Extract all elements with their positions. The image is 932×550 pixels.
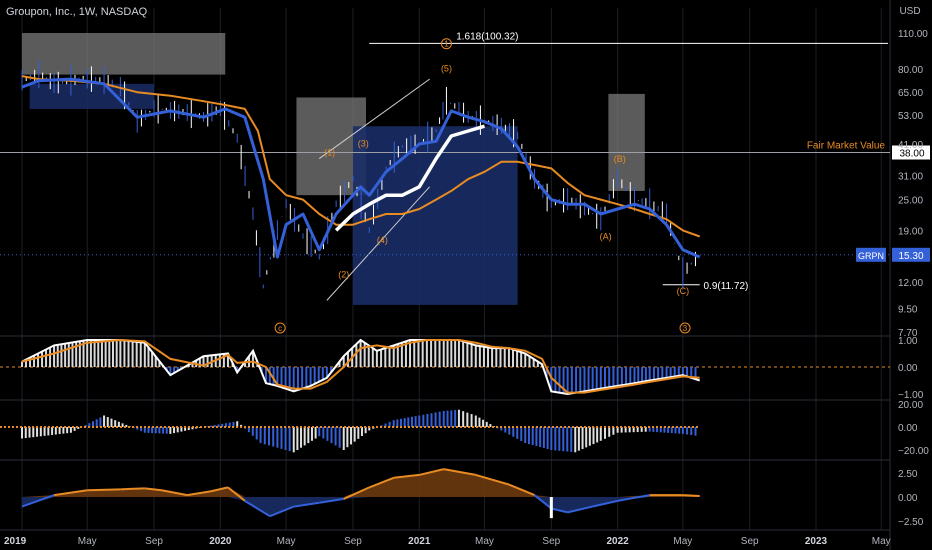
circle-label-2: 3 bbox=[683, 324, 688, 333]
oscillator-line-segment bbox=[443, 468, 476, 476]
oscillator-line-segment bbox=[343, 486, 370, 500]
momentum-histogram bbox=[21, 409, 697, 453]
oscillator-line-segment bbox=[244, 499, 271, 518]
macd-line bbox=[21, 338, 701, 396]
oscillator-line-segment bbox=[419, 468, 444, 476]
fair-market-value-label: Fair Market Value bbox=[807, 141, 886, 152]
channel-lower-line bbox=[326, 186, 430, 301]
ema-fast-line bbox=[21, 77, 701, 259]
oscillator-line-segment bbox=[591, 499, 618, 508]
price-tick-2: 65.00 bbox=[898, 88, 923, 99]
price-tick-10: 9.50 bbox=[898, 304, 918, 315]
macd-tick-0: 1.00 bbox=[898, 336, 918, 347]
price-tick-0: 110.00 bbox=[898, 29, 928, 40]
momentum-tick-0: 20.00 bbox=[898, 400, 923, 411]
oscillator-line-segment bbox=[617, 494, 650, 502]
supply-zone-1 bbox=[22, 33, 226, 75]
oscillator-line-segment bbox=[187, 490, 212, 497]
oscillator-line-segment bbox=[120, 487, 145, 491]
oscillator-line-segment bbox=[567, 505, 593, 514]
circle-label-ring-2 bbox=[679, 322, 691, 334]
wave-label-3: (4) bbox=[377, 235, 388, 245]
x-tick-4: May bbox=[277, 536, 296, 547]
circle-label-0: 1 bbox=[444, 40, 449, 49]
macd-signal-line bbox=[21, 338, 700, 394]
price-tick-5: 31.00 bbox=[898, 171, 923, 182]
ticker-tag-text: GRPN bbox=[858, 251, 884, 261]
oscillator-line-segment bbox=[393, 473, 420, 479]
wave-label-6: (B) bbox=[614, 154, 626, 164]
oscillator-line-segment bbox=[21, 494, 55, 508]
x-tick-7: May bbox=[475, 536, 494, 547]
price-tick-6: 25.00 bbox=[898, 196, 923, 207]
oscillator-line-segment bbox=[319, 497, 344, 504]
x-tick-5: Sep bbox=[344, 536, 362, 547]
circle-label-ring-1 bbox=[274, 322, 286, 334]
wave-label-2: (3) bbox=[358, 139, 369, 149]
currency-label: USD bbox=[899, 6, 920, 17]
x-tick-9: 2022 bbox=[607, 536, 630, 547]
oscillator-line-segment bbox=[682, 494, 700, 498]
oscillator-line-segment bbox=[551, 507, 568, 514]
x-tick-12: 2023 bbox=[805, 536, 828, 547]
oscillator-line-segment bbox=[508, 483, 535, 497]
oscillator-line-segment bbox=[87, 488, 121, 492]
ema-slow-line bbox=[21, 75, 701, 238]
oscillator-line-segment bbox=[533, 494, 552, 510]
x-tick-1: May bbox=[78, 536, 97, 547]
x-tick-8: Sep bbox=[542, 536, 560, 547]
x-tick-10: May bbox=[673, 536, 692, 547]
x-tick-2: Sep bbox=[145, 536, 163, 547]
oscillator-line-segment bbox=[368, 476, 395, 489]
macd-tick-2: −1.00 bbox=[898, 390, 924, 401]
fair-market-value-tag-text: 38.00 bbox=[899, 149, 924, 160]
oscillator-line-segment bbox=[161, 489, 188, 497]
oscillator-tick-0: 2.50 bbox=[898, 469, 918, 480]
x-tick-13: May bbox=[872, 536, 891, 547]
wave-label-1: (2) bbox=[338, 270, 349, 280]
macd-tick-1: 0.00 bbox=[898, 363, 918, 374]
wave-label-4: (5) bbox=[441, 64, 452, 74]
circle-label-ring-0 bbox=[440, 38, 452, 50]
current-price-tag bbox=[892, 247, 930, 262]
ticker-tag bbox=[856, 247, 886, 262]
oscillator-line-segment bbox=[293, 501, 320, 508]
oscillator-line-segment bbox=[210, 486, 229, 493]
oscillator-line-segment bbox=[53, 489, 88, 497]
oscillator-line-segment bbox=[269, 505, 295, 518]
wave-label-5: (A) bbox=[600, 232, 612, 242]
oscillator-line-segment bbox=[475, 473, 510, 486]
oscillator-line-segment bbox=[227, 486, 246, 502]
oscillator-tick-2: −2.50 bbox=[898, 517, 924, 528]
trend-ma-line bbox=[334, 124, 485, 232]
channel-upper-line bbox=[318, 78, 430, 159]
current-price-tag-text: 15.30 bbox=[898, 251, 923, 262]
fib-extension-label: 1.618(100.32) bbox=[456, 31, 518, 42]
chart-title: Groupon, Inc., 1W, NASDAQ bbox=[6, 6, 148, 18]
fair-market-value-tag bbox=[892, 145, 930, 160]
price-tick-7: 19.00 bbox=[898, 226, 923, 237]
price-tick-9: 12.00 bbox=[898, 278, 923, 289]
oscillator-line-segment bbox=[144, 487, 162, 492]
wave-label-7: (C) bbox=[677, 286, 690, 296]
x-tick-11: Sep bbox=[741, 536, 759, 547]
oscillator-positive-area bbox=[22, 469, 700, 497]
x-tick-0: 2019 bbox=[4, 536, 27, 547]
circle-label-1: c bbox=[278, 324, 282, 333]
x-tick-6: 2021 bbox=[408, 536, 431, 547]
oscillator-tick-1: 0.00 bbox=[898, 493, 918, 504]
macd-histogram bbox=[21, 340, 697, 394]
x-tick-3: 2020 bbox=[209, 536, 232, 547]
price-tick-1: 80.00 bbox=[898, 65, 923, 76]
supply-zone-3 bbox=[608, 93, 645, 191]
price-tick-3: 53.00 bbox=[898, 111, 923, 122]
price-tick-11: 7.70 bbox=[898, 328, 918, 339]
oscillator-negative-area bbox=[22, 497, 700, 517]
momentum-tick-2: −20.00 bbox=[898, 446, 929, 457]
fib-retracement-label: 0.9(11.72) bbox=[704, 281, 749, 292]
momentum-tick-1: 0.00 bbox=[898, 423, 918, 434]
price-tick-4: 41.00 bbox=[898, 140, 923, 151]
wave-label-0: (1) bbox=[324, 148, 335, 158]
